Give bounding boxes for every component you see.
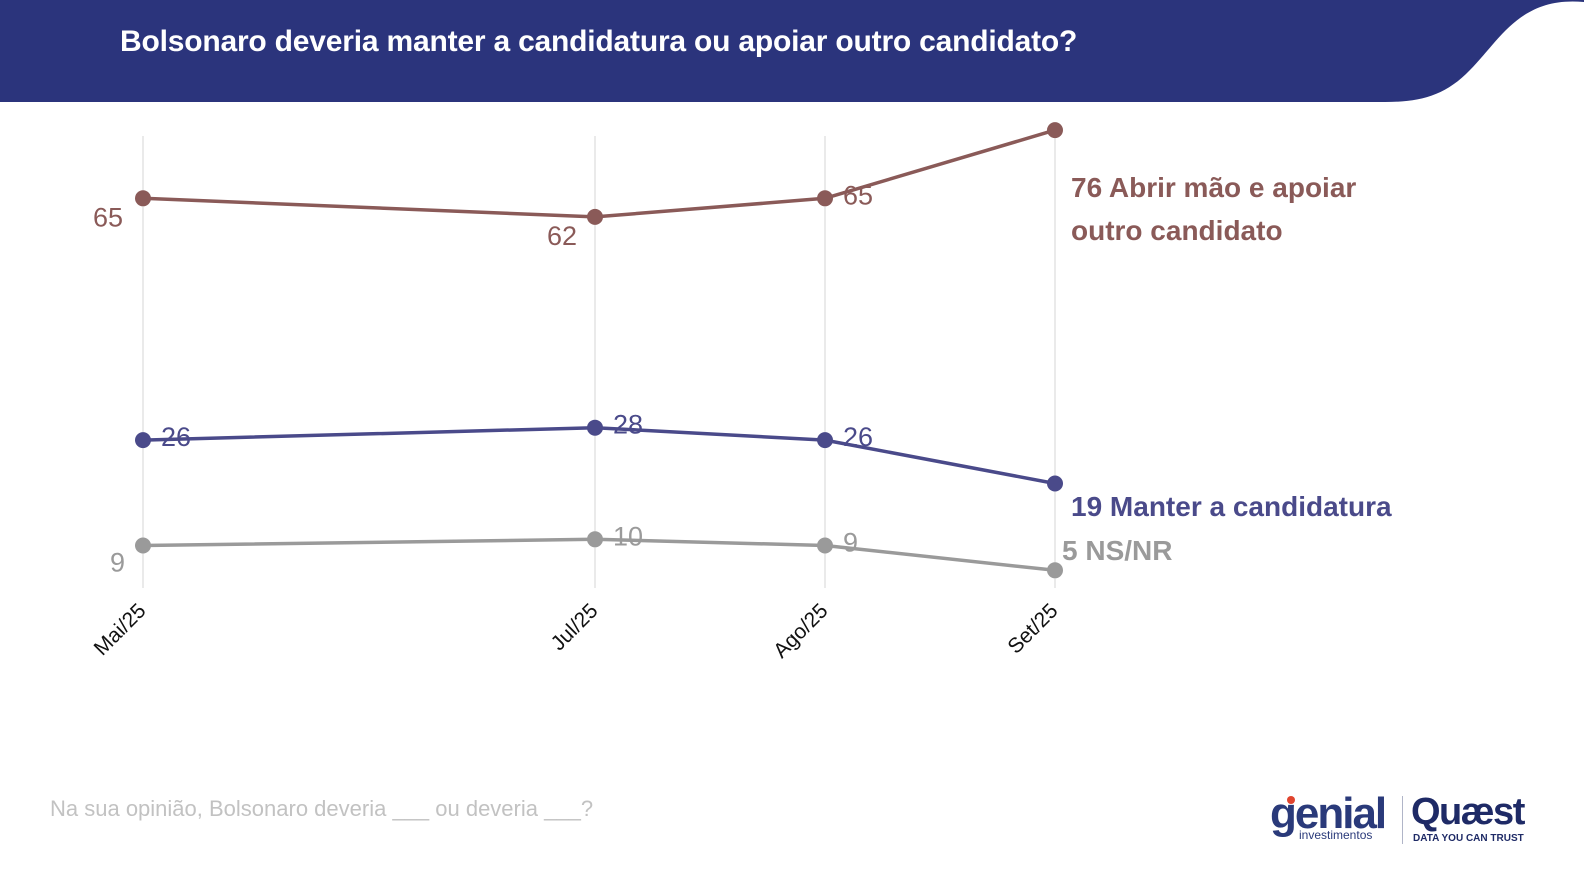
data-point [817, 190, 833, 207]
header-banner: Bolsonaro deveria manter a candidatura o… [0, 0, 1584, 110]
data-label: 62 [547, 221, 577, 251]
x-tick-label: Set/25 [1003, 599, 1062, 658]
data-point [1047, 475, 1063, 492]
x-axis: Mai/25 Jul/25 Ago/25 Set/25 [90, 599, 1063, 662]
series-line [142, 128, 1056, 219]
data-label: 65 [93, 202, 123, 232]
series-line [142, 537, 1056, 573]
data-label: 26 [843, 422, 873, 452]
data-point [135, 537, 151, 554]
data-point [135, 432, 151, 449]
quaest-tagline: DATA YOU CAN TRUST [1413, 833, 1524, 844]
data-label: 65 [843, 180, 873, 210]
data-label: 9 [843, 528, 858, 558]
quaest-wordmark: Quæst [1411, 791, 1525, 833]
x-tick-label: Jul/25 [547, 599, 603, 655]
genial-dot [1287, 796, 1295, 804]
data-point [587, 531, 603, 548]
genial-dot-icon [1287, 796, 1295, 804]
gridlines [142, 136, 1056, 588]
data-point [817, 432, 833, 449]
x-tick-label: Mai/25 [90, 599, 151, 660]
data-point [587, 419, 603, 436]
series-end-label: 5 NS/NR [1062, 535, 1172, 566]
header-shape [0, 0, 1584, 102]
series-end-label: 76 Abrir mão e apoiar [1071, 172, 1356, 203]
data-label: 10 [613, 521, 643, 551]
line-chart: 65 62 65 76 Abrir mão e apoiar outro candida… [90, 122, 1392, 663]
series-layer [135, 122, 1063, 579]
data-point [135, 190, 151, 207]
data-label: 9 [110, 548, 125, 578]
data-point [1047, 122, 1063, 139]
question-footnote: Na sua opinião, Bolsonaro deveria ___ ou… [50, 796, 594, 821]
series-line [142, 425, 1056, 486]
brand-logos: genial investimentos Quæst DATA YOU CAN … [1265, 790, 1565, 850]
data-labels: 65 62 65 76 Abrir mão e apoiar outro candida… [93, 172, 1392, 578]
page-title: Bolsonaro deveria manter a candidatura o… [120, 25, 1078, 58]
data-label: 28 [613, 410, 643, 440]
series-end-label: outro candidato [1071, 215, 1283, 246]
data-label: 26 [161, 422, 191, 452]
data-point [1047, 562, 1063, 579]
genial-subtitle: investimentos [1299, 828, 1373, 842]
series-end-label: 19 Manter a candidatura [1071, 491, 1392, 522]
genial-wordmark: genial [1270, 789, 1387, 838]
data-point [817, 537, 833, 554]
data-point [587, 208, 603, 225]
logo-divider [1402, 796, 1403, 844]
x-tick-label: Ago/25 [769, 599, 832, 662]
header-background [0, 0, 1584, 102]
